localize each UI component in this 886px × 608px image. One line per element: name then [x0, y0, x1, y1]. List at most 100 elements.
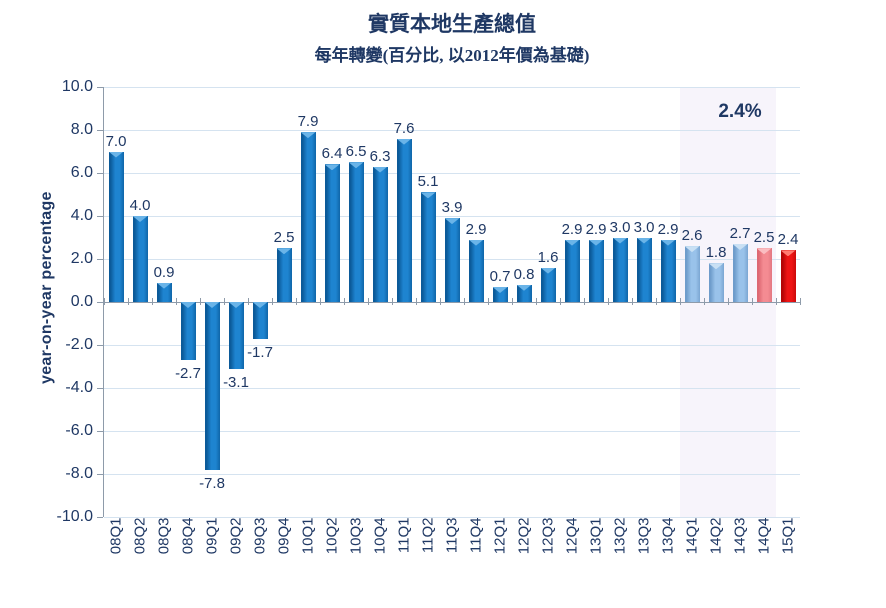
- latest-value-annotation: 2.4%: [718, 101, 762, 122]
- x-tick-label: 12Q1: [491, 517, 509, 554]
- bar-value-label: 2.9: [561, 220, 583, 238]
- gridline: [104, 215, 800, 217]
- x-axis-tick: [752, 298, 753, 305]
- x-axis-tick: [128, 298, 129, 305]
- gridline: [104, 86, 800, 88]
- x-axis-tick: [176, 298, 177, 305]
- bar-top-bevel: [276, 248, 292, 255]
- y-axis-tick: [97, 302, 103, 303]
- y-tick-label: 4.0: [70, 207, 93, 224]
- y-axis-tick: [97, 517, 103, 518]
- bar-value-label: 4.0: [129, 197, 151, 214]
- bar-10Q4: [372, 166, 388, 302]
- y-axis-tick: [97, 474, 103, 475]
- y-tick-label: 6.0: [70, 164, 93, 181]
- bar-top-bevel: [228, 302, 244, 308]
- bar-10Q3: [348, 162, 364, 302]
- x-axis-tick: [776, 298, 777, 305]
- bar-top-bevel: [156, 282, 172, 289]
- x-axis-tick: [200, 298, 201, 305]
- bar-top-bevel: [588, 239, 604, 246]
- bar-11Q3: [444, 218, 460, 302]
- bar-value-label: 1.6: [537, 248, 559, 266]
- x-axis-tick: [344, 298, 345, 305]
- x-axis-tick: [728, 298, 729, 305]
- x-tick-label: 11Q3: [443, 517, 461, 553]
- bar-14Q4: [756, 248, 772, 302]
- x-tick-label: 08Q2: [131, 517, 149, 554]
- bar-value-label: 5.1: [417, 173, 439, 191]
- x-axis-tick: [608, 298, 609, 305]
- bar-value-label: 2.7: [729, 224, 751, 242]
- bar-11Q2: [420, 192, 436, 302]
- x-tick-label: 11Q2: [419, 517, 437, 553]
- x-tick-label: 14Q4: [755, 517, 773, 554]
- bar-10Q1: [300, 132, 316, 302]
- bar-top-bevel: [660, 239, 676, 246]
- bar-top-bevel: [396, 138, 412, 145]
- bar-top-bevel: [732, 243, 748, 250]
- y-axis-tick: [97, 87, 103, 88]
- bar-value-label: 7.0: [105, 132, 127, 150]
- bar-top-bevel: [756, 248, 772, 255]
- bar-value-label: 7.9: [297, 113, 319, 131]
- bar-value-label: 2.4: [777, 231, 799, 249]
- bar-12Q2: [516, 284, 532, 302]
- bar-top-bevel: [300, 132, 316, 139]
- x-axis-tick: [560, 298, 561, 305]
- x-tick-label: 13Q2: [611, 517, 629, 554]
- bar-value-label: 6.4: [321, 145, 343, 163]
- bar-top-bevel: [540, 267, 556, 274]
- gridline: [104, 473, 800, 475]
- bar-top-bevel: [612, 237, 628, 244]
- x-tick-label: 08Q4: [179, 517, 197, 554]
- bar-09Q4: [276, 248, 292, 302]
- x-axis-tick: [464, 298, 465, 305]
- bar-value-label: 2.9: [465, 220, 487, 238]
- gridline: [104, 344, 800, 346]
- x-tick-label: 13Q4: [659, 517, 677, 554]
- bar-08Q1: [108, 151, 124, 302]
- bar-top-bevel: [324, 164, 340, 171]
- bar-top-bevel: [468, 239, 484, 246]
- bar-09Q3: [252, 302, 268, 339]
- bar-value-label: 0.8: [513, 265, 535, 283]
- x-tick-label: 09Q2: [227, 517, 245, 554]
- x-tick-label: 08Q1: [107, 517, 125, 554]
- bar-top-bevel: [444, 218, 460, 225]
- x-tick-label: 09Q4: [275, 517, 293, 554]
- y-axis-tick: [97, 345, 103, 346]
- bar-top-bevel: [108, 151, 124, 158]
- x-axis-tick: [656, 298, 657, 305]
- bar-value-label: 2.9: [657, 220, 679, 238]
- bar-value-label: 3.0: [609, 218, 631, 236]
- x-axis-tick: [248, 298, 249, 305]
- bar-12Q1: [492, 286, 508, 302]
- bar-14Q3: [732, 243, 748, 302]
- bar-top-bevel: [684, 246, 700, 253]
- bar-value-label: 3.9: [441, 199, 463, 217]
- bar-top-bevel: [564, 239, 580, 246]
- bar-top-bevel: [492, 286, 508, 293]
- gridline: [104, 172, 800, 174]
- x-tick-label: 14Q3: [731, 517, 749, 554]
- bar-top-bevel: [636, 237, 652, 244]
- y-tick-label: -8.0: [65, 465, 93, 482]
- bar-value-label: 3.0: [633, 218, 655, 236]
- y-tick-label: 0.0: [70, 293, 93, 310]
- x-axis-tick: [272, 298, 273, 305]
- y-tick-label: 2.0: [70, 250, 93, 267]
- x-tick-label: 12Q2: [515, 517, 533, 554]
- y-axis-tick: [97, 259, 103, 260]
- x-tick-label: 11Q4: [467, 517, 485, 553]
- bar-09Q2: [228, 302, 244, 369]
- bar-top-bevel: [204, 302, 220, 308]
- x-axis-zero-line: [104, 301, 800, 303]
- y-tick-label: -6.0: [65, 422, 93, 439]
- x-tick-label: 10Q3: [347, 517, 365, 554]
- bar-11Q4: [468, 239, 484, 302]
- x-axis-tick: [704, 298, 705, 305]
- x-axis-tick: [632, 298, 633, 305]
- bar-14Q1: [684, 246, 700, 302]
